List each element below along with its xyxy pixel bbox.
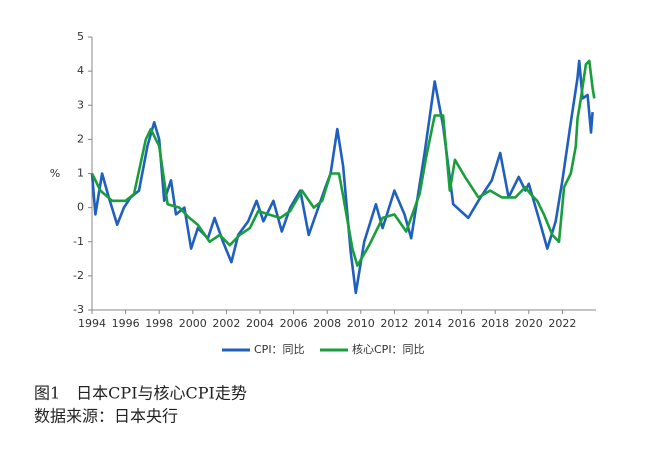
x-tick-label: 2012 <box>380 317 408 330</box>
x-tick-label: 2010 <box>347 317 375 330</box>
y-tick-label: -2 <box>73 269 84 282</box>
y-tick-label: 1 <box>77 167 84 180</box>
x-tick-label: 1996 <box>112 317 140 330</box>
x-tick-label: 1994 <box>78 317 106 330</box>
x-tick-label: 2006 <box>280 317 308 330</box>
y-axis-label: % <box>50 167 60 180</box>
x-tick-label: 1998 <box>145 317 173 330</box>
y-tick-label: 3 <box>77 98 84 111</box>
x-tick-label: 2018 <box>481 317 509 330</box>
y-tick-label: -3 <box>73 303 84 316</box>
x-tick-label: 2020 <box>515 317 543 330</box>
legend-label: 核心CPI：同比 <box>352 342 425 356</box>
caption-source: 数据来源：日本央行 <box>34 407 178 426</box>
y-tick-label: 2 <box>77 132 84 145</box>
y-tick-label: 0 <box>77 201 84 214</box>
y-tick-label: 4 <box>77 64 84 77</box>
y-tick-label: 5 <box>77 30 84 43</box>
legend-label: CPI：同比 <box>254 343 305 356</box>
x-tick-label: 2016 <box>448 317 476 330</box>
x-tick-label: 2000 <box>179 317 207 330</box>
x-tick-label: 2002 <box>212 317 240 330</box>
series-line <box>90 59 594 295</box>
x-tick-label: 2014 <box>414 317 442 330</box>
series-line <box>90 59 596 267</box>
x-tick-label: 2008 <box>313 317 341 330</box>
caption-title: 图1 日本CPI与核心CPI走势 <box>34 384 247 403</box>
y-tick-label: -1 <box>73 235 84 248</box>
x-tick-label: 2022 <box>548 317 576 330</box>
x-tick-label: 2004 <box>246 317 274 330</box>
